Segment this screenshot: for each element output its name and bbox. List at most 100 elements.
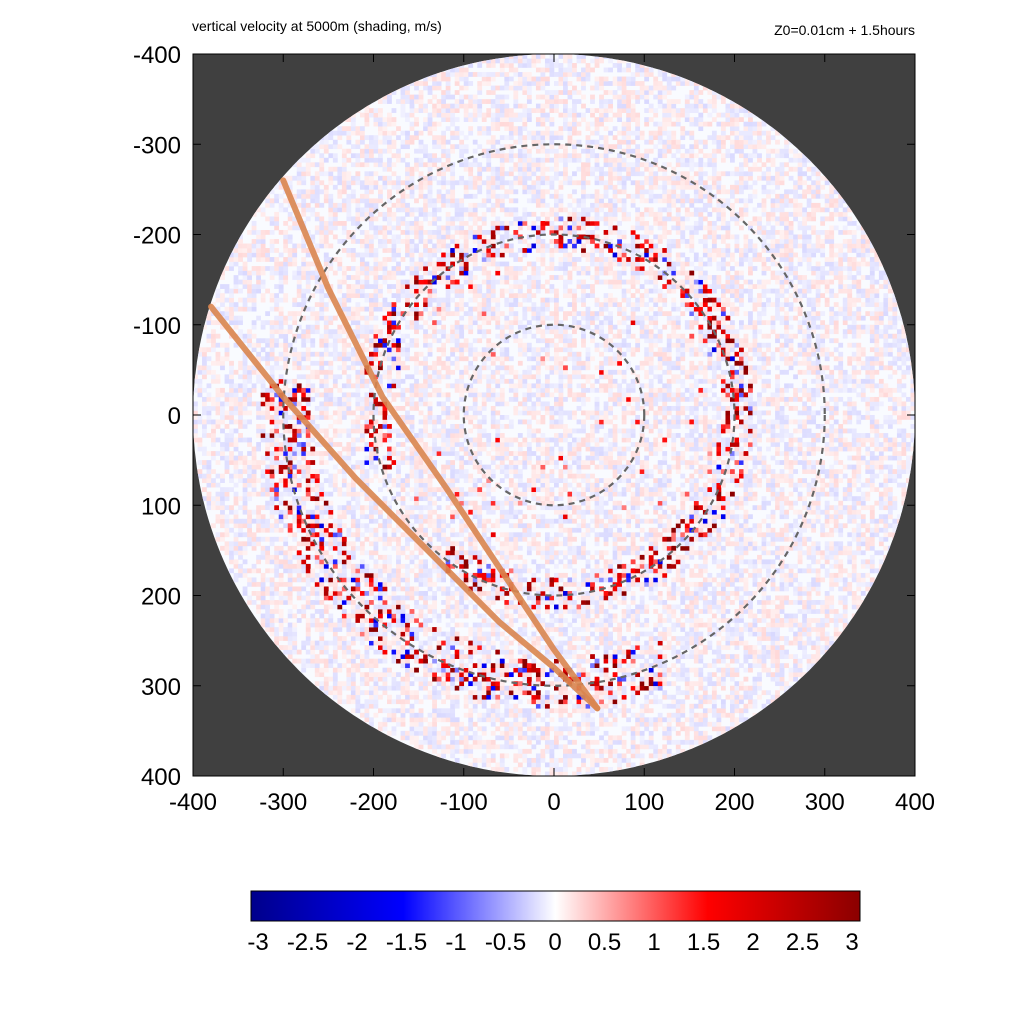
shading-cell <box>748 631 753 637</box>
shading-cell <box>391 613 397 619</box>
shading-cell <box>378 721 383 727</box>
shading-cell <box>251 577 257 583</box>
shading-cell <box>865 559 871 565</box>
shading-cell <box>332 563 338 569</box>
shading-cell <box>215 536 221 542</box>
shading-cell <box>833 518 839 524</box>
shading-cell <box>693 640 699 646</box>
shading-cell <box>635 744 641 750</box>
shading-cell <box>292 496 298 502</box>
shading-cell <box>608 654 613 659</box>
shading-cell <box>310 640 316 646</box>
shading-cell <box>526 654 532 659</box>
shading-cell <box>549 739 555 745</box>
shading-cell <box>409 627 415 632</box>
shading-cell <box>544 554 550 560</box>
shading-cell <box>743 600 749 605</box>
shading-cell <box>707 572 713 578</box>
shading-cell <box>711 586 717 592</box>
shading-cell <box>522 491 528 497</box>
shading-cell <box>486 762 492 768</box>
shading-cell <box>468 649 474 655</box>
shading-cell <box>495 505 501 511</box>
shading-cell <box>535 690 541 696</box>
shading-cell <box>603 631 609 637</box>
shading-cell <box>522 721 528 727</box>
shading-cell <box>364 527 370 533</box>
shading-cell <box>576 604 582 610</box>
shading-cell <box>617 645 622 650</box>
shading-cell <box>215 496 221 502</box>
shading-cell <box>526 717 532 723</box>
shading-cell <box>427 627 433 632</box>
shading-cell <box>684 645 690 650</box>
shading-cell <box>508 554 514 560</box>
shading-cell <box>472 676 478 682</box>
shading-cell <box>445 545 451 551</box>
shading-cell <box>378 487 383 493</box>
shading-cell <box>630 568 636 574</box>
shading-cell <box>617 699 622 705</box>
shading-cell <box>621 654 627 659</box>
shading-cell <box>373 703 379 709</box>
shading-cell <box>260 554 266 560</box>
shading-cell <box>711 527 717 533</box>
shading-cell <box>427 721 433 727</box>
shading-cell <box>581 581 586 587</box>
shading-cell <box>522 559 528 565</box>
shading-cell <box>748 536 753 542</box>
shading-cell <box>581 717 586 723</box>
shading-cell <box>648 690 654 696</box>
shading-cell <box>567 699 573 705</box>
shading-cell <box>359 672 365 678</box>
shading-cell <box>621 667 627 673</box>
shading-cell <box>441 685 446 691</box>
shading-cell <box>581 500 586 506</box>
shading-cell <box>414 699 419 705</box>
shading-cell <box>355 577 361 583</box>
shading-cell <box>657 667 663 673</box>
shading-cell <box>752 563 758 569</box>
shading-cell <box>761 595 767 601</box>
shading-cell <box>287 577 293 583</box>
shading-cell <box>260 523 266 529</box>
shading-cell <box>355 545 361 551</box>
shading-cell <box>355 618 361 623</box>
shading-cell <box>202 487 207 493</box>
shading-cell <box>743 550 749 556</box>
shading-cell <box>603 636 609 641</box>
shading-cell <box>450 518 456 524</box>
shading-cell <box>432 658 437 664</box>
shading-cell <box>544 523 550 529</box>
shading-cell <box>396 541 401 547</box>
shading-cell <box>278 518 284 524</box>
shading-cell <box>486 649 492 655</box>
shading-cell <box>766 645 771 650</box>
shading-cell <box>468 559 474 565</box>
shading-cell <box>684 550 690 556</box>
shading-cell <box>373 550 379 556</box>
shading-cell <box>535 667 541 673</box>
shading-cell <box>572 600 577 605</box>
shading-cell <box>274 536 280 542</box>
shading-cell <box>549 613 555 619</box>
shading-cell <box>720 618 726 623</box>
shading-cell <box>684 726 690 732</box>
shading-cell <box>716 505 722 511</box>
shading-cell <box>414 676 419 682</box>
shading-cell <box>856 496 862 502</box>
shading-cell <box>414 500 419 506</box>
shading-cell <box>608 658 613 664</box>
shading-cell <box>504 518 510 524</box>
shading-cell <box>711 595 717 601</box>
shading-cell <box>427 667 433 673</box>
shading-cell <box>373 604 379 610</box>
shading-cell <box>256 609 261 614</box>
shading-cell <box>617 536 622 542</box>
shading-cell <box>689 613 695 619</box>
shading-cell <box>581 676 586 682</box>
shading-cell <box>585 649 591 655</box>
shading-cell <box>558 527 564 533</box>
shading-cell <box>784 663 789 668</box>
shading-cell <box>319 487 325 493</box>
